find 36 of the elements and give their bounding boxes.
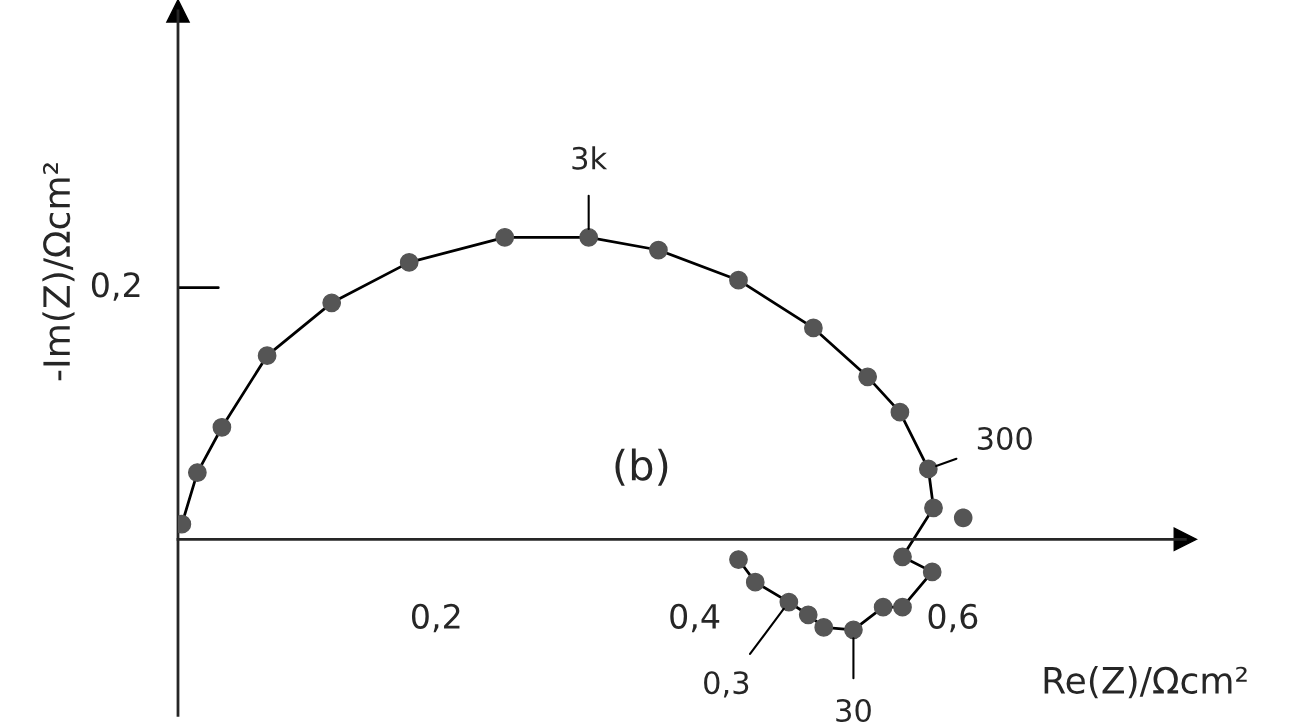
- point: [953, 508, 973, 528]
- point: [804, 318, 823, 338]
- x-tick-label: 0,2: [411, 603, 460, 633]
- point: [922, 562, 942, 582]
- point: [858, 367, 878, 387]
- point: [495, 227, 515, 247]
- point: [729, 270, 748, 290]
- point: [814, 618, 834, 637]
- point: [212, 417, 232, 437]
- point: [844, 620, 863, 640]
- point: [729, 550, 748, 569]
- point: [399, 253, 419, 272]
- point: [322, 293, 342, 313]
- point: [649, 240, 668, 260]
- point: [924, 498, 943, 518]
- annotation: 300: [977, 426, 1032, 451]
- annotation: 3k: [572, 146, 608, 170]
- annotation: (b): [615, 448, 668, 486]
- point: [187, 463, 207, 482]
- point: [579, 227, 599, 247]
- point: [918, 459, 938, 479]
- point: [779, 592, 799, 612]
- x-tick-label: 0,4: [670, 603, 720, 633]
- x-tick-label: 0,6: [928, 603, 978, 633]
- point: [873, 597, 893, 617]
- point: [798, 605, 818, 625]
- text: 0,2: [91, 272, 140, 301]
- point: [745, 572, 765, 592]
- point: [893, 597, 912, 617]
- point: [893, 547, 912, 567]
- point: [257, 346, 277, 366]
- point: [890, 402, 910, 422]
- annotation: 30: [836, 698, 871, 723]
- x-axis-title: Re(Z)/Ωcm²: [1044, 666, 1247, 699]
- y-axis-title: -Im(Z)/Ωcm²: [42, 163, 75, 381]
- annotation: 0,3: [704, 671, 749, 698]
